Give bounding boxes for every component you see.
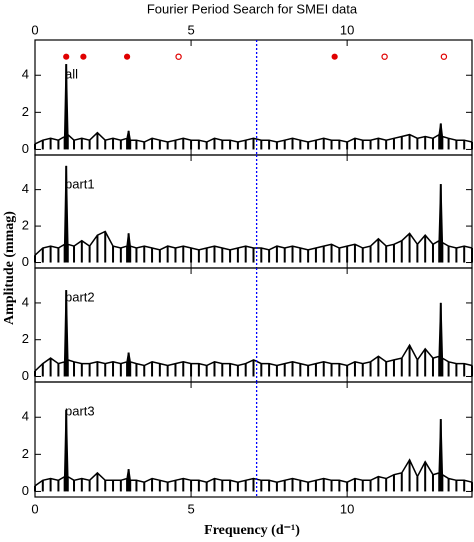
x-tick-label: 0	[31, 501, 38, 516]
y-tick-label: 4	[22, 294, 29, 309]
x-tick-label-top: 0	[31, 22, 38, 37]
y-tick-label: 0	[22, 368, 29, 383]
y-tick-label: 4	[22, 67, 29, 82]
chart-title: Fourier Period Search for SMEI data	[147, 1, 358, 16]
panel-label: part1	[65, 176, 95, 191]
marker	[381, 53, 388, 60]
amplitude-line	[34, 165, 473, 256]
marker	[63, 53, 70, 60]
x-axis-label: Frequency (d⁻¹)	[204, 523, 300, 538]
panel-label: part3	[65, 403, 95, 418]
x-tick-label-top: 5	[187, 22, 194, 37]
y-tick-label: 2	[22, 218, 29, 233]
x-tick-label-top: 10	[340, 22, 354, 37]
y-tick-label: 2	[22, 331, 29, 346]
y-tick-label: 0	[22, 141, 29, 156]
y-tick-label: 0	[22, 254, 29, 269]
y-axis-label: Amplitude (mmag)	[2, 211, 17, 325]
y-tick-label: 2	[22, 446, 29, 461]
marker	[331, 53, 338, 60]
amplitude-line	[34, 290, 473, 372]
x-tick-label: 10	[340, 501, 354, 516]
y-tick-label: 4	[22, 181, 29, 196]
marker	[80, 53, 87, 60]
amplitude-line	[34, 64, 473, 145]
y-tick-label: 2	[22, 104, 29, 119]
panel-frame	[34, 381, 473, 498]
y-tick-label: 0	[22, 483, 29, 498]
panel-label: part2	[65, 289, 95, 304]
marker	[440, 53, 448, 60]
marker	[123, 53, 131, 60]
y-tick-label: 4	[22, 409, 29, 424]
marker	[175, 53, 182, 60]
panel-label: all	[65, 66, 78, 81]
amplitude-line	[34, 409, 473, 487]
x-tick-label: 5	[187, 501, 194, 516]
